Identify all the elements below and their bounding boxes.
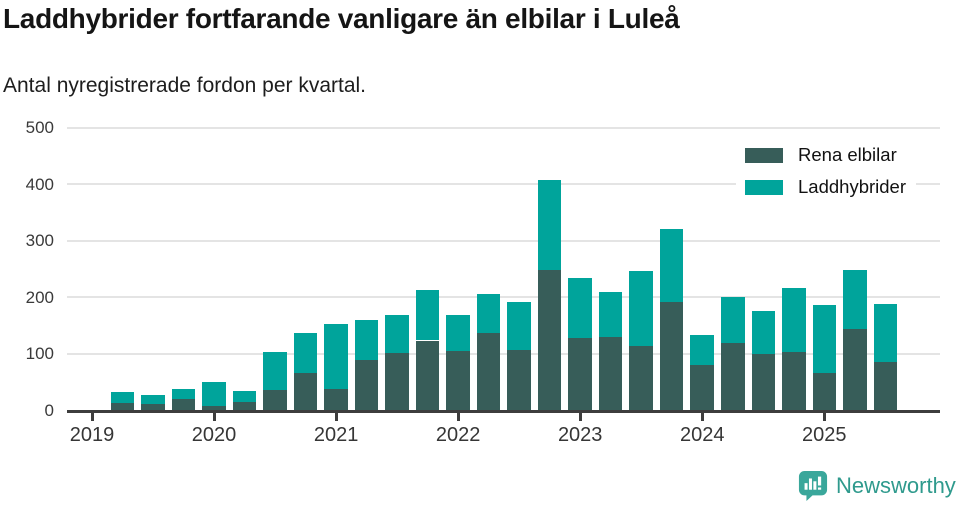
bar-2023-Q3-rena-elbilar (629, 345, 653, 410)
bar-2024-Q2-rena-elbilar (721, 342, 745, 410)
x-axis-line (67, 410, 940, 413)
y-tick-label-400: 400 (25, 174, 54, 194)
legend-swatch-rena-elbilar (745, 147, 783, 163)
bar-2023-Q4-rena-elbilar (659, 302, 684, 410)
bar-2025-Q1-laddhybrider (812, 305, 837, 374)
bar-2024-Q1-laddhybrider (690, 335, 714, 365)
bar-2023-Q1-rena-elbilar (568, 338, 592, 410)
bar-2024-Q4-rena-elbilar (782, 351, 806, 410)
bar-2020-Q3-laddhybrider (263, 352, 287, 391)
bar-2025-Q3-rena-elbilar (873, 361, 898, 410)
bar-2021-Q1-rena-elbilar (324, 388, 348, 410)
bar-2020-Q1-rena-elbilar (202, 406, 226, 410)
bar-2024-Q2-laddhybrider (721, 297, 745, 343)
newsworthy-brand-text: Newsworthy (836, 472, 956, 498)
bar-2019-Q4-rena-elbilar (171, 398, 196, 410)
x-tick-2020 (212, 413, 216, 421)
x-tick-label-2025: 2025 (802, 424, 847, 446)
x-tick-2024 (700, 413, 704, 421)
bar-2022-Q4-rena-elbilar (537, 269, 562, 410)
bar-2023-Q4-laddhybrider (659, 229, 684, 303)
bar-2024-Q3-laddhybrider (751, 311, 775, 354)
bar-2025-Q2-rena-elbilar (843, 329, 867, 410)
bar-2020-Q1-laddhybrider (202, 381, 226, 407)
bar-2020-Q4-laddhybrider (293, 332, 318, 373)
bar-2019-Q2-laddhybrider (110, 392, 135, 403)
y-tick-label-0: 0 (44, 400, 54, 420)
x-tick-label-2020: 2020 (191, 424, 237, 446)
y-tick-label-500: 500 (25, 118, 54, 137)
x-tick-2019 (90, 413, 94, 421)
bar-2022-Q1-rena-elbilar (446, 350, 470, 410)
bar-2022-Q1-laddhybrider (446, 315, 470, 351)
bar-2021-Q1-laddhybrider (324, 324, 348, 389)
y-tick-label-300: 300 (25, 231, 54, 250)
bar-2021-Q3-rena-elbilar (385, 352, 409, 410)
bar-2022-Q4-laddhybrider (537, 180, 562, 270)
bar-2022-Q3-rena-elbilar (507, 350, 531, 410)
bar-2021-Q4-rena-elbilar (415, 340, 440, 410)
gridline-100 (67, 352, 940, 355)
bar-2019-Q3-laddhybrider (141, 394, 165, 405)
x-tick-label-2022: 2022 (435, 424, 481, 446)
bar-2020-Q3-rena-elbilar (263, 390, 287, 410)
bar-2021-Q2-rena-elbilar (354, 359, 379, 410)
newsworthy-brand: Newsworthy (798, 470, 956, 501)
bar-2023-Q2-rena-elbilar (598, 337, 623, 410)
bar-2023-Q3-laddhybrider (629, 271, 653, 346)
bar-2023-Q1-laddhybrider (568, 278, 592, 339)
bar-2019-Q4-laddhybrider (171, 388, 196, 399)
bar-2020-Q2-laddhybrider (232, 391, 257, 402)
gridline-200 (67, 296, 940, 298)
gridline-300 (67, 239, 940, 242)
bar-2025-Q1-rena-elbilar (812, 373, 837, 410)
bar-2021-Q2-laddhybrider (354, 319, 379, 360)
bar-2023-Q2-laddhybrider (598, 292, 623, 338)
x-tick-2021 (334, 413, 338, 421)
bar-2022-Q3-laddhybrider (507, 302, 531, 351)
bar-2020-Q4-rena-elbilar (293, 372, 318, 410)
legend-item-laddhybrider: Laddhybrider (745, 176, 906, 198)
bar-2019-Q3-rena-elbilar (141, 404, 165, 410)
bar-2019-Q2-rena-elbilar (110, 402, 135, 410)
gridline-400 (67, 183, 940, 185)
chart-subtitle: Antal nyregistrerade fordon per kvartal. (3, 74, 367, 97)
x-tick-2022 (456, 413, 460, 421)
y-tick-label-100: 100 (25, 344, 54, 363)
gridline-500 (67, 126, 940, 129)
x-tick-label-2021: 2021 (313, 424, 359, 446)
y-tick-label-200: 200 (25, 287, 54, 307)
bar-2021-Q3-laddhybrider (385, 315, 409, 353)
legend-label: Rena elbilar (798, 144, 897, 165)
bar-2020-Q2-rena-elbilar (232, 401, 257, 410)
chart-title: Laddhybrider fortfarande vanligare än el… (3, 3, 680, 34)
bar-2024-Q3-rena-elbilar (751, 353, 775, 410)
bar-2024-Q4-laddhybrider (782, 287, 806, 352)
x-tick-label-2024: 2024 (680, 424, 725, 446)
legend: Rena elbilar Laddhybrider (736, 137, 916, 206)
bar-2021-Q4-laddhybrider (415, 289, 440, 341)
legend-swatch-laddhybrider (745, 179, 783, 195)
bar-2025-Q3-laddhybrider (873, 304, 898, 362)
newsworthy-logo-icon (798, 470, 828, 501)
bar-2022-Q2-laddhybrider (476, 293, 501, 334)
x-tick-label-2019: 2019 (69, 424, 115, 446)
x-tick-2023 (578, 413, 582, 421)
x-tick-2025 (822, 413, 826, 421)
bar-2024-Q1-rena-elbilar (690, 364, 714, 410)
legend-item-rena-elbilar: Rena elbilar (745, 144, 906, 166)
bar-2025-Q2-laddhybrider (843, 270, 867, 330)
bar-2022-Q2-rena-elbilar (476, 333, 501, 410)
legend-label: Laddhybrider (798, 176, 906, 197)
x-tick-label-2023: 2023 (557, 424, 603, 446)
